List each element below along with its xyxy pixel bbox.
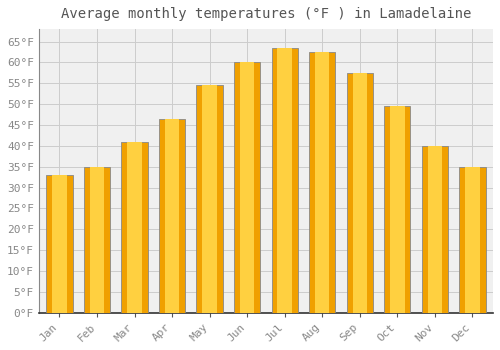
Bar <box>159 119 185 313</box>
Bar <box>278 48 292 313</box>
Bar <box>122 142 148 313</box>
Bar <box>84 167 110 313</box>
Bar <box>52 175 66 313</box>
Bar <box>384 106 410 313</box>
Bar <box>460 167 485 313</box>
Bar <box>352 73 367 313</box>
Bar <box>309 52 336 313</box>
Bar <box>346 73 373 313</box>
Bar <box>315 52 330 313</box>
Bar <box>240 62 254 313</box>
Bar <box>202 85 217 313</box>
Title: Average monthly temperatures (°F ) in Lamadelaine: Average monthly temperatures (°F ) in La… <box>60 7 471 21</box>
Bar <box>46 175 72 313</box>
Bar <box>272 48 298 313</box>
Bar <box>234 62 260 313</box>
Bar <box>90 167 104 313</box>
Bar <box>165 119 180 313</box>
Bar <box>422 146 448 313</box>
Bar <box>390 106 404 313</box>
Bar <box>128 142 142 313</box>
Bar <box>428 146 442 313</box>
Bar <box>465 167 479 313</box>
Bar <box>196 85 223 313</box>
